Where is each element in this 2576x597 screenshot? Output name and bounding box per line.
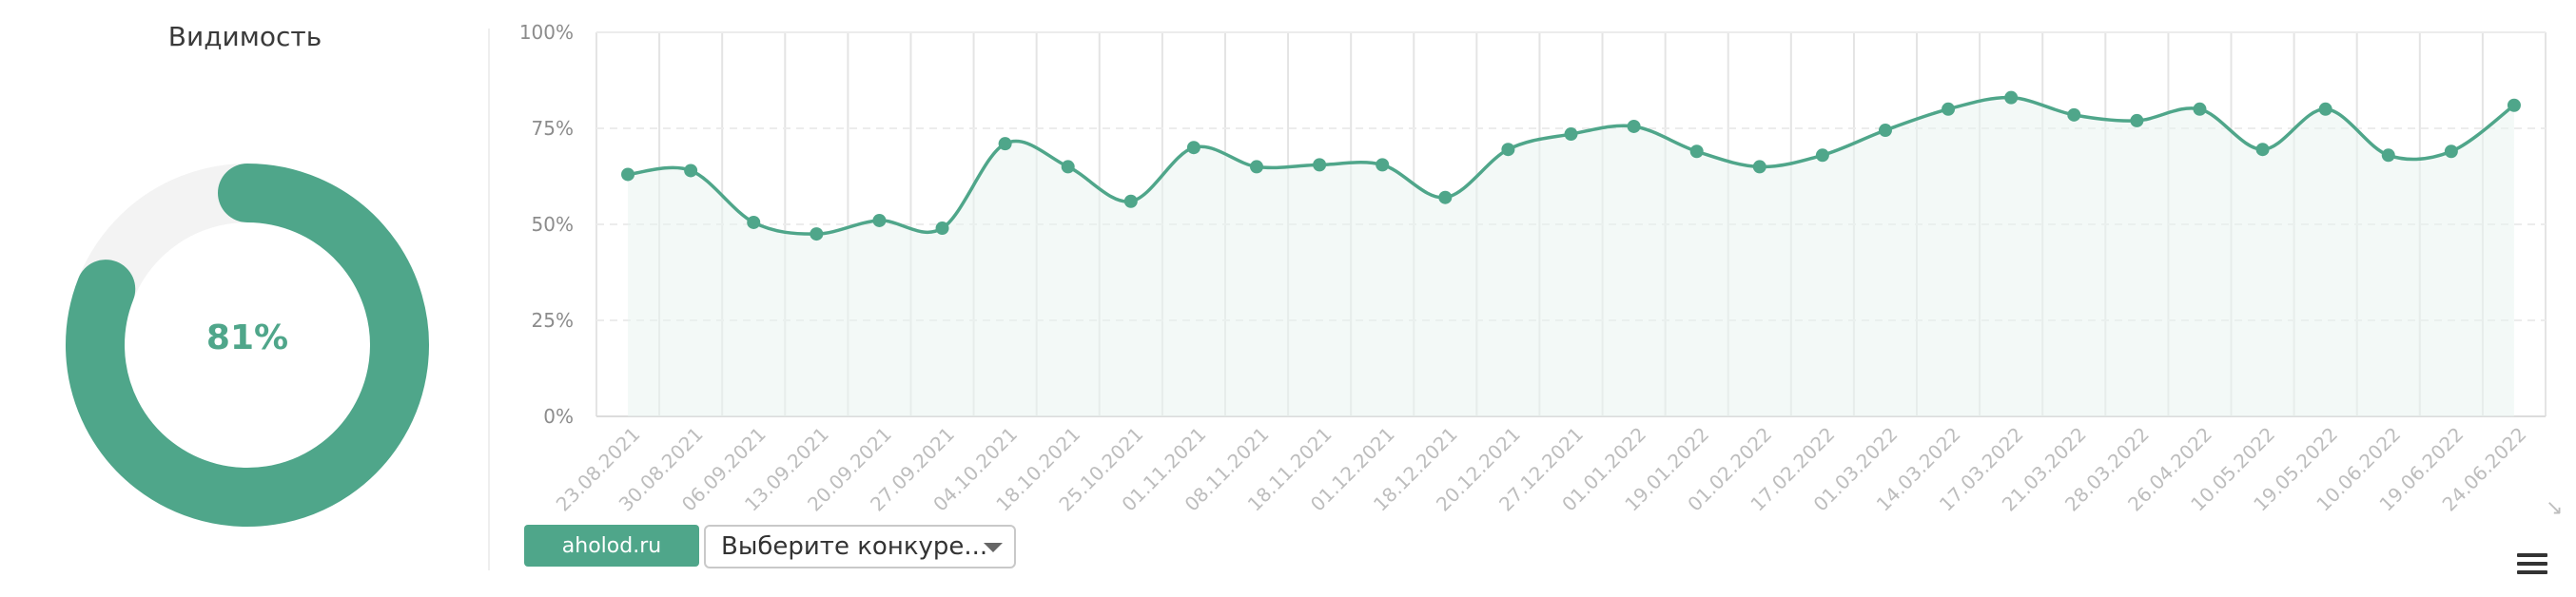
data-point [684, 164, 698, 178]
data-point [1123, 194, 1138, 208]
data-point [1313, 158, 1327, 172]
site-button[interactable]: aholod.ru [524, 525, 699, 567]
data-point [2193, 102, 2207, 116]
data-point [1061, 160, 1075, 174]
y-tick-label: 100% [519, 21, 574, 44]
y-tick-label: 50% [532, 213, 574, 236]
data-point [1815, 148, 1829, 163]
visibility-donut [66, 164, 429, 527]
data-point [2318, 102, 2332, 116]
data-point [1501, 143, 1515, 157]
data-point [747, 215, 761, 229]
data-point [998, 137, 1012, 151]
data-point [1564, 127, 1578, 142]
data-point [621, 167, 635, 182]
visibility-value: 81% [205, 318, 289, 357]
panel-divider [488, 29, 490, 570]
hamburger-menu-icon[interactable] [2517, 553, 2547, 578]
y-tick-label: 75% [532, 117, 574, 140]
competitor-select-label: Выберите конкуре... [721, 532, 988, 561]
data-point [1186, 141, 1200, 155]
competitor-select[interactable]: Выберите конкуре... [704, 525, 1016, 568]
diagonal-arrow-icon[interactable]: ↘ [2546, 496, 2564, 520]
visibility-panel: Видимость 81% [0, 0, 490, 597]
visibility-title: Видимость [167, 21, 322, 52]
data-point [2067, 107, 2081, 122]
series-area [628, 97, 2514, 416]
y-tick-label: 0% [543, 405, 574, 428]
data-point [1250, 160, 1264, 174]
chevron-down-icon [984, 543, 1003, 552]
data-point [810, 227, 824, 241]
data-point [1376, 158, 1390, 172]
data-point [872, 213, 887, 227]
y-tick-label: 25% [532, 309, 574, 332]
data-point [2130, 113, 2144, 127]
data-point [2381, 148, 2395, 163]
data-point [1878, 124, 1892, 138]
data-point [2507, 98, 2521, 112]
data-point [935, 221, 949, 236]
data-point [2444, 144, 2458, 159]
donut-value-arc [66, 164, 429, 527]
data-point [1438, 190, 1453, 204]
data-point [1689, 144, 1704, 159]
data-point [1942, 102, 1956, 116]
data-point [1752, 160, 1766, 174]
data-point [1627, 119, 1641, 133]
data-point [2004, 90, 2019, 105]
data-point [2255, 143, 2270, 157]
